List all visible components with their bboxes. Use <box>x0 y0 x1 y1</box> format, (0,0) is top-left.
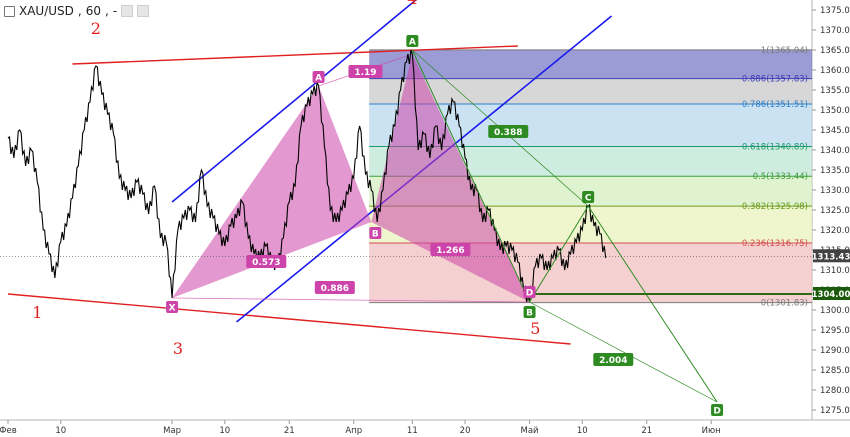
point-c2-badge-text: C <box>585 194 592 204</box>
ratio-label-5 <box>488 125 529 138</box>
harmonic-triangle-bcd <box>371 54 530 302</box>
ratio-label-4 <box>314 281 355 294</box>
settings-button[interactable] <box>121 5 134 17</box>
current-price-tag <box>813 249 850 263</box>
symbol-toggle-icon[interactable] <box>4 5 15 17</box>
point-d-badge-text: D <box>526 289 533 299</box>
y-tick-label: 1280.00 <box>820 386 850 396</box>
chart-header: XAU/USD, 60, - <box>4 3 150 19</box>
y-tick-label: 1350.00 <box>820 106 850 116</box>
fib-level-label: 0.382(1325.98) <box>742 202 808 212</box>
ratio-label-3-text: 1.266 <box>436 246 464 256</box>
x-tick-label: Апр <box>345 426 362 436</box>
interval-label[interactable]: 60 <box>85 4 102 18</box>
x-tick-label: 10 <box>577 426 588 436</box>
hide-button[interactable] <box>137 5 150 17</box>
point-a-badge <box>312 71 325 83</box>
x-tick-label: 10 <box>55 426 66 436</box>
support-price-tag <box>813 287 850 300</box>
wave-label-3: 3 <box>173 339 183 358</box>
point-a2-badge <box>406 35 419 47</box>
x-tick-label: Май <box>521 426 539 436</box>
point-b2-badge-text: B <box>526 309 533 319</box>
header-separator-2: , <box>105 4 109 18</box>
ratio-label-3 <box>430 243 471 256</box>
wave-label-2: 2 <box>91 19 101 38</box>
y-tick-label: 1310.00 <box>820 266 850 276</box>
y-tick-label: 1290.00 <box>820 346 850 356</box>
fib-level-label: 0.236(1316.75) <box>742 239 808 249</box>
x-tick-label: 11 <box>407 426 418 436</box>
wave-label-5: 5 <box>530 319 540 338</box>
fib-level-label: 0(1301.83) <box>761 299 808 309</box>
collapse-dash[interactable]: - <box>112 4 118 18</box>
x-tick-label: 20 <box>460 426 471 436</box>
point-b2-badge <box>523 306 536 318</box>
ratio-label-6 <box>593 353 634 366</box>
point-x-badge <box>166 301 179 313</box>
y-tick-label: 1370.00 <box>820 26 850 36</box>
point-a2-badge-text: A <box>409 38 416 48</box>
channel-upper-line <box>171 0 418 203</box>
y-tick-label: 1330.00 <box>820 186 850 196</box>
y-tick-label: 1275.00 <box>820 406 850 416</box>
point-c2-badge <box>582 191 595 203</box>
x-tick-label: 21 <box>641 426 652 436</box>
ratio-label-1 <box>348 65 383 78</box>
point-d-badge <box>523 286 536 298</box>
point-b-badge <box>369 227 382 239</box>
x-tick-label: Июн <box>702 426 721 436</box>
support-price-tag-text: 1304.00 <box>812 290 850 300</box>
header-separator: , <box>77 4 82 18</box>
fib-level-label: 1(1365.04) <box>761 46 808 56</box>
harmonic-xd-line <box>172 297 530 303</box>
ratio-label-5-text: 0.388 <box>494 128 522 138</box>
x-tick-label: 21 <box>284 426 295 436</box>
ratio-label-2 <box>246 255 287 268</box>
point-x-badge-text: X <box>169 304 176 314</box>
x-tick-label: Фев <box>0 426 17 436</box>
wave-label-1: 1 <box>32 303 42 322</box>
x-tick-label: 10 <box>219 426 230 436</box>
point-a-badge-text: A <box>315 74 322 84</box>
y-tick-label: 1285.00 <box>820 366 850 376</box>
y-tick-label: 1345.00 <box>820 126 850 136</box>
y-tick-label: 1355.00 <box>820 86 850 96</box>
fib-level-label: 0.886(1357.83) <box>742 75 808 85</box>
point-b-badge-text: B <box>372 230 379 240</box>
y-tick-label: 1335.00 <box>820 166 850 176</box>
fib-level-label: 0.5(1333.44) <box>753 172 808 182</box>
ratio-label-6-text: 2.004 <box>599 356 627 366</box>
ratio-label-4-text: 0.886 <box>321 284 349 294</box>
price-series-line <box>7 49 607 303</box>
fib-level-label: 0.786(1351.51) <box>742 100 808 110</box>
harmonic-2-bd <box>529 301 718 403</box>
point-d2-badge-text: D <box>713 407 720 417</box>
x-tick-label: Мар <box>163 426 181 436</box>
ratio-label-2-text: 0.573 <box>252 258 280 268</box>
y-tick-label: 1300.00 <box>820 306 850 316</box>
fib-level-label: 0.618(1340.89) <box>742 142 808 152</box>
y-tick-label: 1295.00 <box>820 326 850 336</box>
wave-label-4: 4 <box>407 0 417 8</box>
fib-zone <box>369 78 812 104</box>
ratio-label-1-text: 1.19 <box>354 68 376 78</box>
y-tick-label: 1320.00 <box>820 226 850 236</box>
y-tick-label: 1360.00 <box>820 66 850 76</box>
point-d2-badge <box>711 404 724 416</box>
lower-trend-line <box>7 293 571 345</box>
y-tick-label: 1365.00 <box>820 46 850 56</box>
y-tick-label: 1375.00 <box>820 6 850 16</box>
y-tick-label: 1325.00 <box>820 206 850 216</box>
symbol-label[interactable]: XAU/USD <box>19 4 74 18</box>
y-tick-label: 1340.00 <box>820 146 850 156</box>
upper-trend-line <box>72 45 518 65</box>
harmonic-2-legs <box>411 49 718 403</box>
current-price-tag-text: 1313.43 <box>812 252 850 262</box>
fib-zone <box>369 49 812 79</box>
